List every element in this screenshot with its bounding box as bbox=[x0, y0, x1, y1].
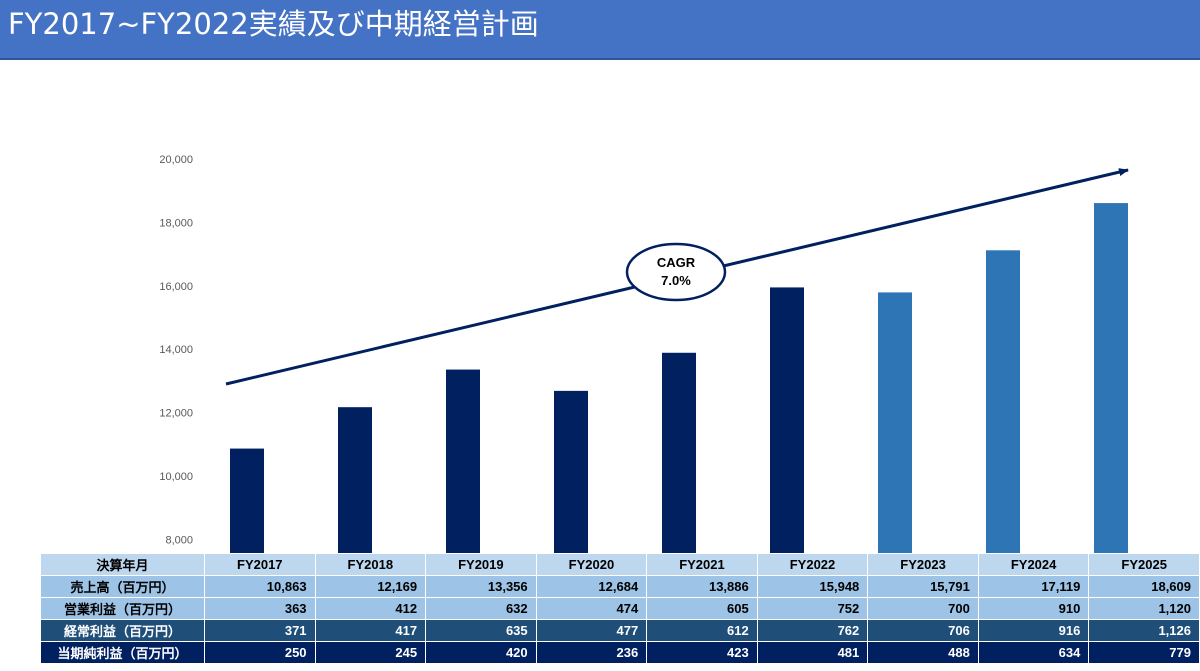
row-label: 当期純利益（百万円） bbox=[40, 641, 205, 664]
table-year-header: FY2022 bbox=[756, 553, 869, 576]
table-cell: 632 bbox=[425, 597, 537, 620]
table-cell: 18,609 bbox=[1088, 575, 1200, 598]
revenue-bar-chart: 8,000 10,000 12,000 14,000 16,000 18,000 20,00… bbox=[159, 154, 1129, 553]
bar-fy2017 bbox=[230, 448, 264, 553]
table-cell: 605 bbox=[646, 597, 758, 620]
table-cell: 417 bbox=[314, 619, 427, 642]
table-cell: 916 bbox=[977, 619, 1090, 642]
table-cell: 634 bbox=[977, 641, 1090, 664]
bar-fy2025 bbox=[1094, 203, 1128, 553]
table-cell: 13,356 bbox=[425, 575, 537, 598]
table-cell: 1,120 bbox=[1088, 597, 1200, 620]
cagr-bubble bbox=[625, 242, 727, 302]
table-row: 経常利益（百万円） 371 417 635 477 612 762 706 916 1,126 bbox=[40, 619, 1200, 642]
table-cell: 752 bbox=[756, 597, 869, 620]
table-cell: 245 bbox=[314, 641, 427, 664]
table-cell: 477 bbox=[535, 619, 648, 642]
table-header-label: 決算年月 bbox=[40, 553, 205, 576]
y-tick-label: 10,000 bbox=[159, 471, 193, 483]
table-cell: 13,886 bbox=[646, 575, 758, 598]
table-cell: 15,791 bbox=[867, 575, 979, 598]
y-tick-label: 16,000 bbox=[159, 281, 193, 293]
table-cell: 15,948 bbox=[756, 575, 869, 598]
table-year-header: FY2019 bbox=[425, 553, 537, 576]
table-row: 営業利益（百万円） 363 412 632 474 605 752 700 910 1,120 bbox=[40, 597, 1200, 620]
table-cell: 412 bbox=[314, 597, 427, 620]
cagr-value: 7.0% bbox=[661, 273, 691, 288]
bar-fy2023 bbox=[878, 292, 912, 553]
table-year-header: FY2020 bbox=[535, 553, 648, 576]
table-cell: 371 bbox=[204, 619, 316, 642]
table-year-header: FY2017 bbox=[204, 553, 316, 576]
table-year-header: FY2018 bbox=[314, 553, 427, 576]
table-year-header: FY2024 bbox=[977, 553, 1090, 576]
bar-series bbox=[230, 203, 1128, 553]
table-cell: 420 bbox=[425, 641, 537, 664]
table-cell: 779 bbox=[1088, 641, 1200, 664]
bar-fy2020 bbox=[554, 390, 588, 553]
table-cell: 612 bbox=[646, 619, 758, 642]
row-label: 売上高（百万円） bbox=[40, 575, 205, 598]
cagr-annotation: CAGR 7.0% bbox=[225, 168, 1129, 386]
table-cell: 910 bbox=[977, 597, 1090, 620]
table-row: 当期純利益（百万円） 250 245 420 236 423 481 488 634 779 bbox=[40, 641, 1200, 664]
table-cell: 10,863 bbox=[204, 575, 316, 598]
y-tick-label: 12,000 bbox=[159, 408, 193, 420]
bar-fy2022 bbox=[770, 287, 804, 553]
table-cell: 363 bbox=[204, 597, 316, 620]
table-year-header: FY2023 bbox=[867, 553, 979, 576]
table-cell: 1,126 bbox=[1088, 619, 1200, 642]
row-label: 営業利益（百万円） bbox=[40, 597, 205, 620]
table-cell: 762 bbox=[756, 619, 869, 642]
table-row: 売上高（百万円） 10,863 12,169 13,356 12,684 13,886 15… bbox=[40, 575, 1200, 598]
financial-table: 決算年月 FY2017 FY2018 FY2019 FY2020 FY2021 FY2022… bbox=[40, 553, 1200, 664]
bar-fy2024 bbox=[986, 250, 1020, 553]
header-bar: FY2017~FY2022実績及び中期経営計画 bbox=[0, 0, 1200, 58]
table-year-header: FY2025 bbox=[1088, 553, 1200, 576]
header-divider bbox=[0, 58, 1200, 60]
bar-fy2021 bbox=[662, 352, 696, 553]
y-tick-label: 8,000 bbox=[165, 534, 193, 546]
y-axis: 8,000 10,000 12,000 14,000 16,000 18,000 20,00… bbox=[159, 154, 193, 546]
table-cell: 635 bbox=[425, 619, 537, 642]
table-cell: 12,684 bbox=[535, 575, 648, 598]
table-cell: 236 bbox=[535, 641, 648, 664]
table-cell: 700 bbox=[867, 597, 979, 620]
table-year-header: FY2021 bbox=[646, 553, 758, 576]
table-cell: 706 bbox=[867, 619, 979, 642]
table-header-row: 決算年月 FY2017 FY2018 FY2019 FY2020 FY2021 FY2022… bbox=[40, 553, 1200, 576]
row-label: 経常利益（百万円） bbox=[40, 619, 205, 642]
y-tick-label: 18,000 bbox=[159, 217, 193, 229]
table-cell: 423 bbox=[646, 641, 758, 664]
bar-fy2019 bbox=[446, 369, 480, 553]
y-tick-label: 20,000 bbox=[159, 154, 193, 166]
table-cell: 474 bbox=[535, 597, 648, 620]
page-title: FY2017~FY2022実績及び中期経営計画 bbox=[8, 7, 539, 41]
table-cell: 12,169 bbox=[314, 575, 427, 598]
table-cell: 481 bbox=[756, 641, 869, 664]
table-cell: 250 bbox=[204, 641, 316, 664]
y-tick-label: 14,000 bbox=[159, 344, 193, 356]
table-cell: 17,119 bbox=[977, 575, 1090, 598]
table-cell: 488 bbox=[867, 641, 979, 664]
cagr-label: CAGR bbox=[657, 255, 696, 270]
bar-fy2018 bbox=[338, 407, 372, 553]
